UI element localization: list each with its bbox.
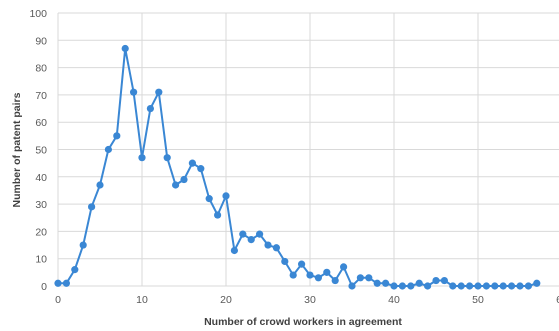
y-tick-label: 100	[29, 8, 47, 20]
data-point	[88, 203, 96, 211]
data-point	[79, 241, 87, 249]
y-tick-label: 90	[35, 35, 47, 47]
data-point	[197, 165, 205, 173]
data-point	[188, 159, 196, 167]
data-point	[62, 279, 70, 287]
data-point	[264, 241, 272, 249]
data-point	[104, 145, 112, 154]
data-point	[524, 282, 533, 290]
y-axis-title: Number of patent pairs	[11, 92, 23, 207]
data-point	[71, 266, 79, 274]
data-point	[365, 274, 373, 282]
data-point	[457, 282, 465, 290]
data-point	[138, 154, 146, 162]
data-point	[113, 132, 121, 140]
data-point	[407, 282, 415, 290]
data-point	[163, 154, 171, 162]
data-point	[432, 276, 440, 285]
data-point	[247, 235, 255, 244]
data-point	[96, 181, 104, 189]
data-point	[516, 282, 524, 290]
x-tick-label: 0	[55, 294, 61, 306]
data-point	[323, 268, 331, 276]
x-tick-label: 50	[472, 294, 484, 306]
x-tick-label: 60	[556, 294, 559, 306]
series-line	[58, 47, 538, 287]
gridlines	[57, 12, 559, 287]
data-point	[214, 211, 222, 219]
data-point	[222, 192, 230, 200]
x-tick-label: 40	[388, 294, 400, 306]
data-point	[180, 175, 188, 184]
data-point	[466, 282, 474, 290]
data-point	[340, 263, 348, 271]
data-point	[424, 282, 432, 290]
x-tick-label: 20	[220, 294, 232, 306]
y-tick-label: 50	[35, 145, 47, 157]
data-point	[314, 274, 322, 282]
data-point	[482, 282, 490, 290]
y-tick-label: 70	[35, 90, 47, 102]
y-tick-label: 20	[35, 226, 47, 238]
data-point	[298, 260, 306, 268]
data-point	[449, 282, 457, 290]
data-point	[121, 44, 129, 53]
data-point	[331, 276, 339, 285]
data-point	[373, 279, 381, 287]
data-point	[440, 276, 448, 285]
data-point	[356, 274, 364, 282]
y-tick-label: 30	[35, 199, 47, 211]
data-point	[272, 244, 280, 252]
data-point	[172, 181, 180, 189]
data-point	[155, 88, 163, 96]
y-tick-label: 60	[35, 117, 47, 129]
data-point	[533, 279, 541, 287]
data-point	[508, 282, 516, 290]
x-tick-label: 10	[136, 294, 148, 306]
data-points	[54, 44, 541, 290]
data-point	[205, 195, 213, 203]
data-point	[382, 279, 390, 287]
data-point	[415, 279, 423, 287]
data-point	[289, 271, 297, 279]
data-point	[348, 282, 356, 290]
data-point	[239, 230, 247, 238]
y-tick-label: 80	[35, 63, 47, 75]
data-point	[491, 282, 499, 290]
data-point	[474, 282, 482, 290]
y-tick-label: 10	[35, 254, 47, 266]
data-point	[130, 88, 138, 96]
data-point	[306, 271, 314, 279]
x-tick-labels: 0 10 20 30 40 50 60	[55, 294, 559, 306]
data-point	[146, 104, 154, 113]
y-tick-label: 40	[35, 172, 47, 184]
x-tick-label: 30	[304, 294, 316, 306]
data-point	[230, 246, 238, 255]
data-point	[281, 257, 289, 266]
data-point	[54, 279, 62, 287]
data-point	[398, 282, 406, 290]
y-tick-labels: 0 10 20 30 40 50 60 70 80 90 100	[29, 8, 47, 293]
data-point	[499, 282, 507, 290]
data-point	[256, 230, 264, 238]
x-axis-title: Number of crowd workers in agreement	[204, 316, 402, 328]
data-point	[390, 282, 398, 290]
y-tick-label: 0	[41, 281, 47, 293]
